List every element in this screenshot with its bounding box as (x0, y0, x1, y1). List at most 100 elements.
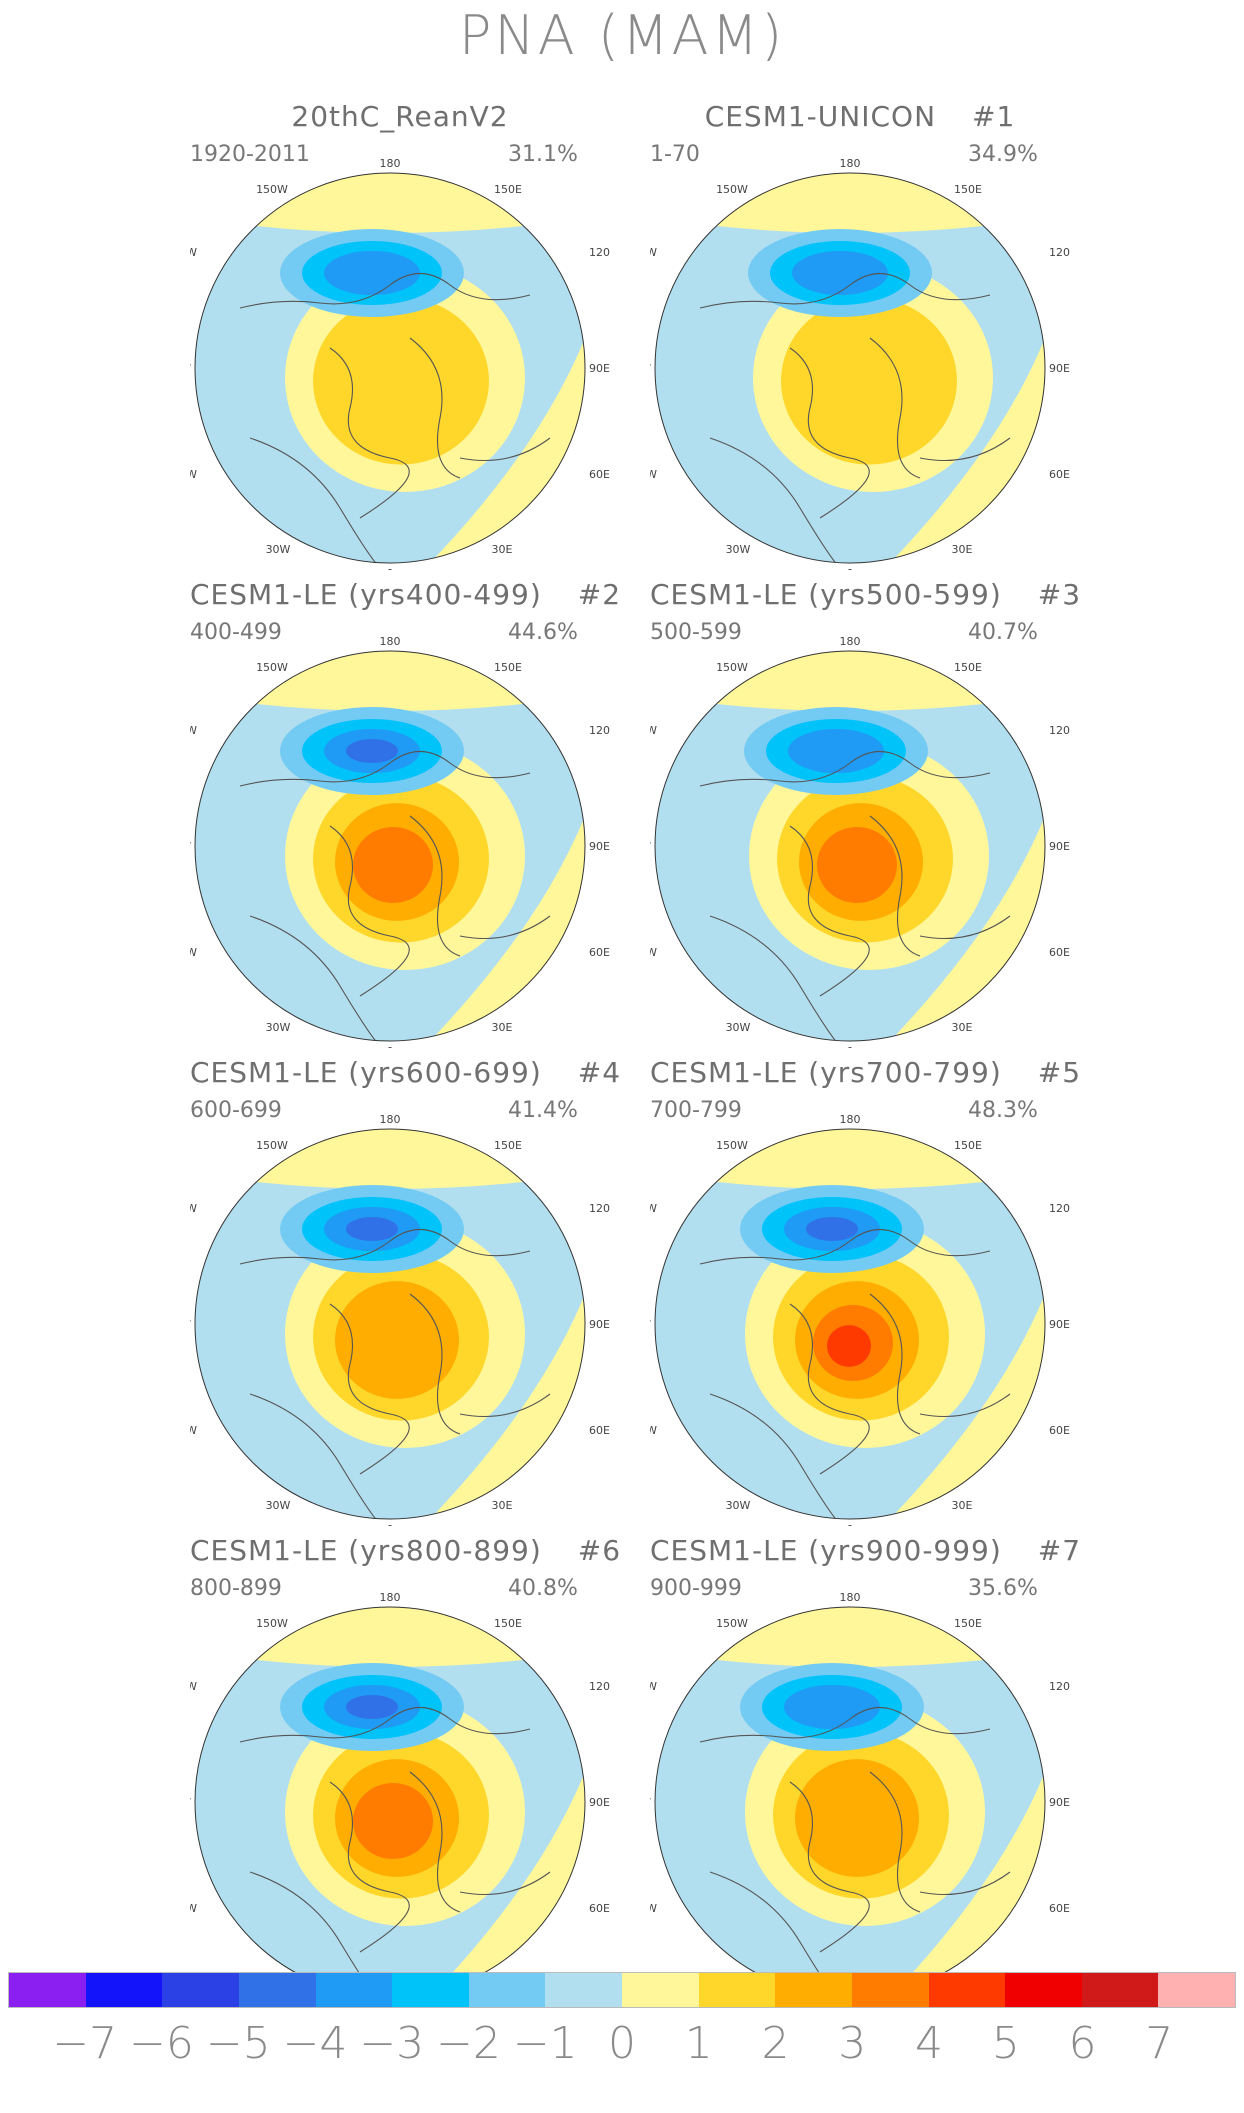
polar-map: 180 150W 150E 120W 120E 90W 90E 60W 60E 30W 30E 0 (650, 157, 1070, 570)
colorbar-tick-label: −1 (512, 2018, 578, 2069)
longitude-label: 60E (589, 468, 610, 481)
panel-explained-variance: 44.6% (508, 620, 578, 645)
coastline (699, 751, 1011, 1041)
longitude-label: 150W (716, 661, 748, 674)
main-title: PNA (MAM) (458, 4, 786, 67)
map-panel: CESM1-LE (yrs600-699) #4 600-699 41.4% 180 15… (190, 1056, 660, 1526)
panel-title: CESM1-UNICON #1 (650, 100, 1070, 133)
colorbar-swatch (1005, 1973, 1082, 2007)
panel-title: CESM1-LE (yrs900-999) #7 (650, 1534, 1080, 1567)
colorbar-swatch (545, 1973, 622, 2007)
anomaly-field-positive (655, 1129, 1045, 1189)
polar-map: 180 150W 150E 120W 120E 90W 90E 60W 60E 30W 30E 0 (650, 1113, 1070, 1526)
colorbar-swatch (775, 1973, 852, 2007)
longitude-label: 120W (190, 724, 197, 737)
longitude-label: 150E (494, 661, 522, 674)
coastline (699, 1707, 1011, 1997)
coastline (239, 751, 551, 1041)
panel-period: 700-799 (650, 1098, 742, 1123)
coastline (699, 273, 1011, 563)
longitude-label: 90W (190, 1318, 191, 1331)
longitude-label: 120E (589, 246, 610, 259)
longitude-label: 120W (650, 1202, 657, 1215)
longitude-label: 90E (1049, 1796, 1070, 1809)
longitude-label: 30E (492, 1021, 513, 1034)
negative-anomaly-contour (788, 729, 884, 773)
longitude-label: 60W (190, 946, 197, 959)
longitude-label: 90E (1049, 840, 1070, 853)
longitude-label: 30E (952, 1499, 973, 1512)
longitude-label: 150W (256, 183, 288, 196)
colorbar-tick-label: −3 (359, 2018, 425, 2069)
map-boundary (194, 172, 586, 564)
negative-anomaly-contour (792, 251, 888, 295)
longitude-label: 0 (387, 1045, 394, 1048)
map-panel: CESM1-LE (yrs800-899) #6 800-899 40.8% 180 15… (190, 1534, 660, 2004)
longitude-label: 60E (1049, 1424, 1070, 1437)
longitude-label: 30E (492, 1499, 513, 1512)
panel-period: 400-499 (190, 620, 282, 645)
longitude-label: 180 (380, 635, 401, 648)
longitude-label: 30W (726, 543, 751, 556)
panel-explained-variance: 31.1% (508, 142, 578, 167)
panel-title: CESM1-LE (yrs500-599) #3 (650, 578, 1080, 611)
colorbar-swatch (468, 1973, 546, 2007)
longitude-label: 30E (952, 543, 973, 556)
longitude-label: 30W (266, 1021, 291, 1034)
longitude-label: 150W (256, 661, 288, 674)
longitude-label: 150W (716, 1617, 748, 1630)
anomaly-field-positive (655, 1607, 1045, 1667)
longitude-label: 0 (847, 567, 854, 570)
anomaly-field-positive (195, 1607, 585, 1667)
longitude-label: 30W (726, 1021, 751, 1034)
anomaly-field-positive (655, 651, 1045, 711)
longitude-label: 150E (954, 661, 982, 674)
longitude-label: 90E (589, 362, 610, 375)
panel-explained-variance: 40.7% (968, 620, 1038, 645)
negative-anomaly-contour (784, 1685, 880, 1729)
map-panel: CESM1-LE (yrs900-999) #7 900-999 35.6% 180 15… (650, 1534, 1120, 2004)
colorbar-swatch (315, 1973, 393, 2007)
longitude-label: 90W (650, 1796, 651, 1809)
panel-title: CESM1-LE (yrs600-699) #4 (190, 1056, 620, 1089)
map-panel: CESM1-LE (yrs500-599) #3 500-599 40.7% 180 15… (650, 578, 1120, 1048)
panel-explained-variance: 35.6% (968, 1576, 1038, 1601)
longitude-label: 0 (847, 1523, 854, 1526)
positive-anomaly-contour (817, 827, 897, 903)
colorbar-swatch (238, 1973, 316, 2007)
colorbar-swatch (9, 1973, 86, 2007)
negative-anomaly-contour (346, 739, 398, 763)
longitude-label: 150W (256, 1139, 288, 1152)
map-panel: CESM1-LE (yrs700-799) #5 700-799 48.3% 180 15… (650, 1056, 1120, 1526)
colorbar-tick-label: −2 (436, 2018, 501, 2069)
colorbar-tick-label: 4 (915, 2018, 943, 2069)
negative-anomaly-contour (346, 1217, 398, 1241)
longitude-label: 90E (1049, 362, 1070, 375)
colorbar-swatch (85, 1973, 163, 2007)
negative-anomaly-contour (806, 1217, 858, 1241)
longitude-label: 120W (190, 1680, 197, 1693)
colorbar-labels: −7 −6 −5 −4 −3 −2 −1 0 1 2 3 4 5 6 7 (0, 2018, 1244, 2078)
positive-anomaly-contour (795, 1759, 919, 1877)
panel-run-number: #7 (1037, 1534, 1082, 1567)
longitude-label: 60W (190, 468, 197, 481)
colorbar-swatch (928, 1973, 1006, 2007)
map-boundary (654, 1128, 1046, 1520)
longitude-label: 90E (1049, 1318, 1070, 1331)
coastline (239, 1229, 551, 1519)
longitude-label: 180 (840, 157, 861, 170)
panel-experiment: CESM1-LE (yrs700-799) (650, 1056, 1002, 1089)
colorbar-swatch (851, 1973, 929, 2007)
longitude-label: 180 (380, 157, 401, 170)
map-panel: 20thC_ReanV2 1920-2011 31.1% 180 150W 150E 120… (190, 100, 660, 570)
positive-anomaly-contour (827, 1325, 871, 1367)
colorbar-tick-label: 3 (838, 2018, 867, 2069)
longitude-label: 150E (954, 1139, 982, 1152)
panel-experiment: 20thC_ReanV2 (291, 100, 509, 133)
polar-map: 180 150W 150E 120W 120E 90W 90E 60W 60E 30W 30E 0 (190, 635, 610, 1048)
longitude-label: 120W (190, 1202, 197, 1215)
panel-title: CESM1-LE (yrs700-799) #5 (650, 1056, 1080, 1089)
polar-map: 180 150W 150E 120W 120E 90W 90E 60W 60E 30W 30E 0 (190, 1113, 610, 1526)
anomaly-field-positive (195, 173, 585, 233)
panel-title: 20thC_ReanV2 (190, 100, 610, 133)
